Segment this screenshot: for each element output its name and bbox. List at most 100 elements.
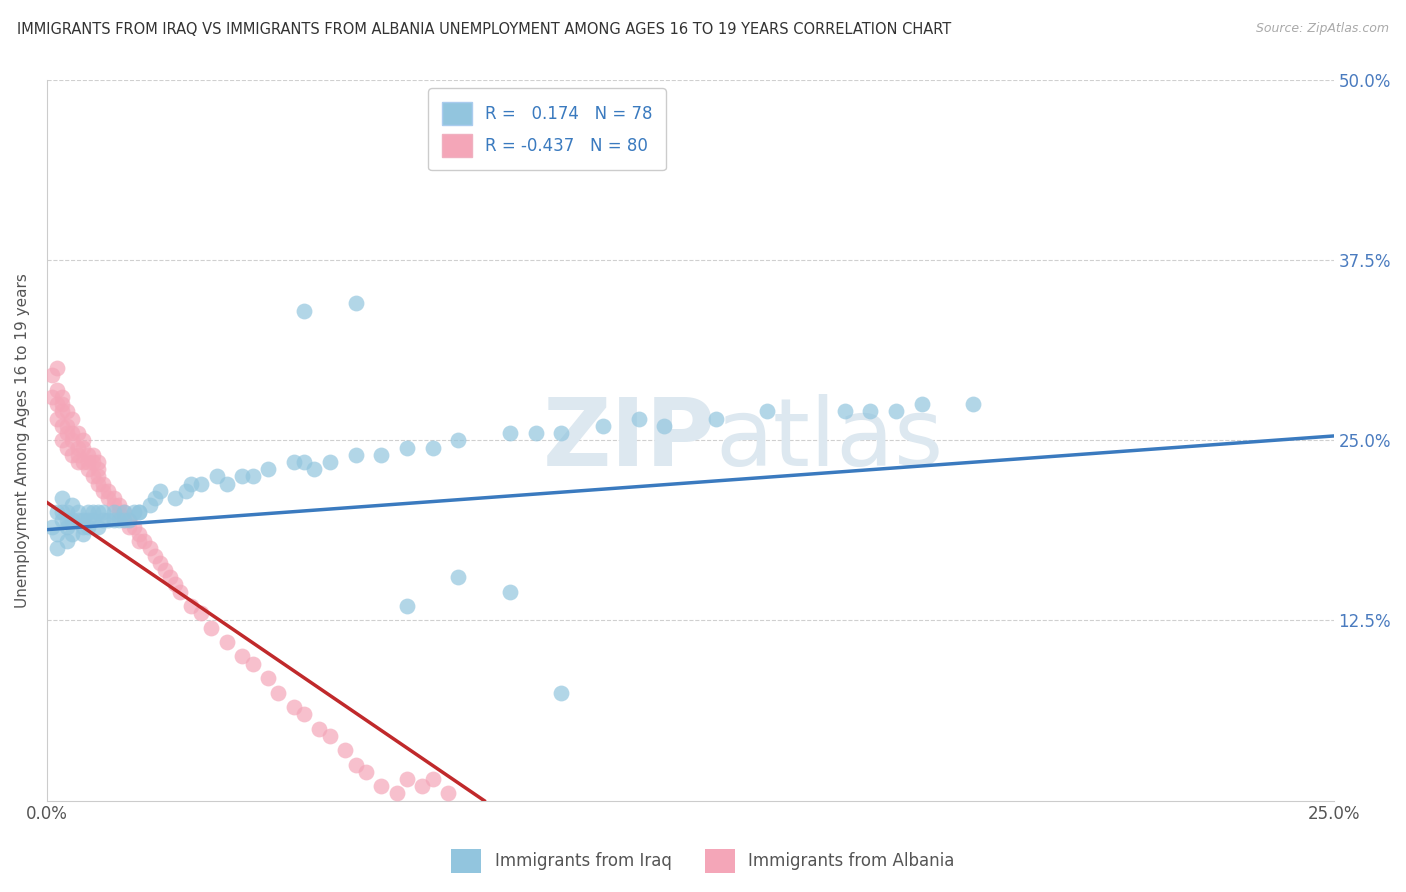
Point — [66, 512, 89, 526]
Point — [242, 469, 264, 483]
Point — [292, 303, 315, 318]
Point — [97, 483, 120, 498]
Point — [437, 786, 460, 800]
Point — [56, 520, 79, 534]
Point — [82, 512, 104, 526]
Text: atlas: atlas — [716, 394, 943, 486]
Point — [704, 411, 727, 425]
Point — [66, 448, 89, 462]
Point — [60, 448, 83, 462]
Point — [56, 418, 79, 433]
Point — [447, 570, 470, 584]
Point — [190, 476, 212, 491]
Point — [51, 512, 73, 526]
Point — [180, 476, 202, 491]
Point — [60, 426, 83, 441]
Point — [395, 599, 418, 613]
Point — [205, 469, 228, 483]
Point — [87, 505, 110, 519]
Point — [91, 483, 114, 498]
Point — [87, 455, 110, 469]
Point — [72, 512, 94, 526]
Point — [60, 434, 83, 448]
Point — [107, 512, 129, 526]
Point — [56, 441, 79, 455]
Point — [143, 491, 166, 505]
Point — [174, 483, 197, 498]
Point — [56, 404, 79, 418]
Point — [56, 534, 79, 549]
Point — [41, 368, 63, 383]
Point — [72, 434, 94, 448]
Point — [143, 549, 166, 563]
Point — [82, 505, 104, 519]
Point — [884, 404, 907, 418]
Point — [76, 505, 98, 519]
Point — [344, 757, 367, 772]
Point — [200, 621, 222, 635]
Point — [46, 411, 69, 425]
Legend: Immigrants from Iraq, Immigrants from Albania: Immigrants from Iraq, Immigrants from Al… — [444, 842, 962, 880]
Point — [41, 390, 63, 404]
Point — [76, 455, 98, 469]
Point — [72, 455, 94, 469]
Point — [60, 498, 83, 512]
Point — [91, 512, 114, 526]
Point — [292, 455, 315, 469]
Text: Source: ZipAtlas.com: Source: ZipAtlas.com — [1256, 22, 1389, 36]
Point — [215, 635, 238, 649]
Point — [524, 426, 547, 441]
Point — [122, 520, 145, 534]
Point — [149, 483, 172, 498]
Point — [72, 441, 94, 455]
Point — [51, 404, 73, 418]
Point — [335, 743, 357, 757]
Point — [231, 649, 253, 664]
Point — [87, 520, 110, 534]
Point — [153, 563, 176, 577]
Point — [118, 512, 141, 526]
Point — [422, 772, 444, 786]
Point — [46, 527, 69, 541]
Point — [180, 599, 202, 613]
Point — [112, 505, 135, 519]
Point — [165, 577, 187, 591]
Point — [370, 779, 392, 793]
Point — [149, 556, 172, 570]
Point — [76, 520, 98, 534]
Point — [103, 505, 125, 519]
Text: ZIP: ZIP — [543, 394, 716, 486]
Point — [87, 469, 110, 483]
Point — [91, 476, 114, 491]
Point — [118, 520, 141, 534]
Point — [66, 441, 89, 455]
Point — [51, 390, 73, 404]
Point — [159, 570, 181, 584]
Point — [103, 498, 125, 512]
Point — [308, 722, 330, 736]
Point — [395, 441, 418, 455]
Point — [422, 441, 444, 455]
Point — [499, 426, 522, 441]
Point — [344, 296, 367, 310]
Point — [72, 527, 94, 541]
Point — [118, 512, 141, 526]
Point — [122, 505, 145, 519]
Point — [962, 397, 984, 411]
Point — [834, 404, 856, 418]
Point — [499, 584, 522, 599]
Point — [97, 512, 120, 526]
Point — [592, 418, 614, 433]
Point — [344, 448, 367, 462]
Legend: R =   0.174   N = 78, R = -0.437   N = 80: R = 0.174 N = 78, R = -0.437 N = 80 — [429, 88, 665, 170]
Point — [82, 469, 104, 483]
Point — [97, 491, 120, 505]
Point — [66, 455, 89, 469]
Point — [395, 772, 418, 786]
Point — [76, 512, 98, 526]
Point — [354, 764, 377, 779]
Point — [51, 491, 73, 505]
Point — [215, 476, 238, 491]
Point — [107, 505, 129, 519]
Point — [859, 404, 882, 418]
